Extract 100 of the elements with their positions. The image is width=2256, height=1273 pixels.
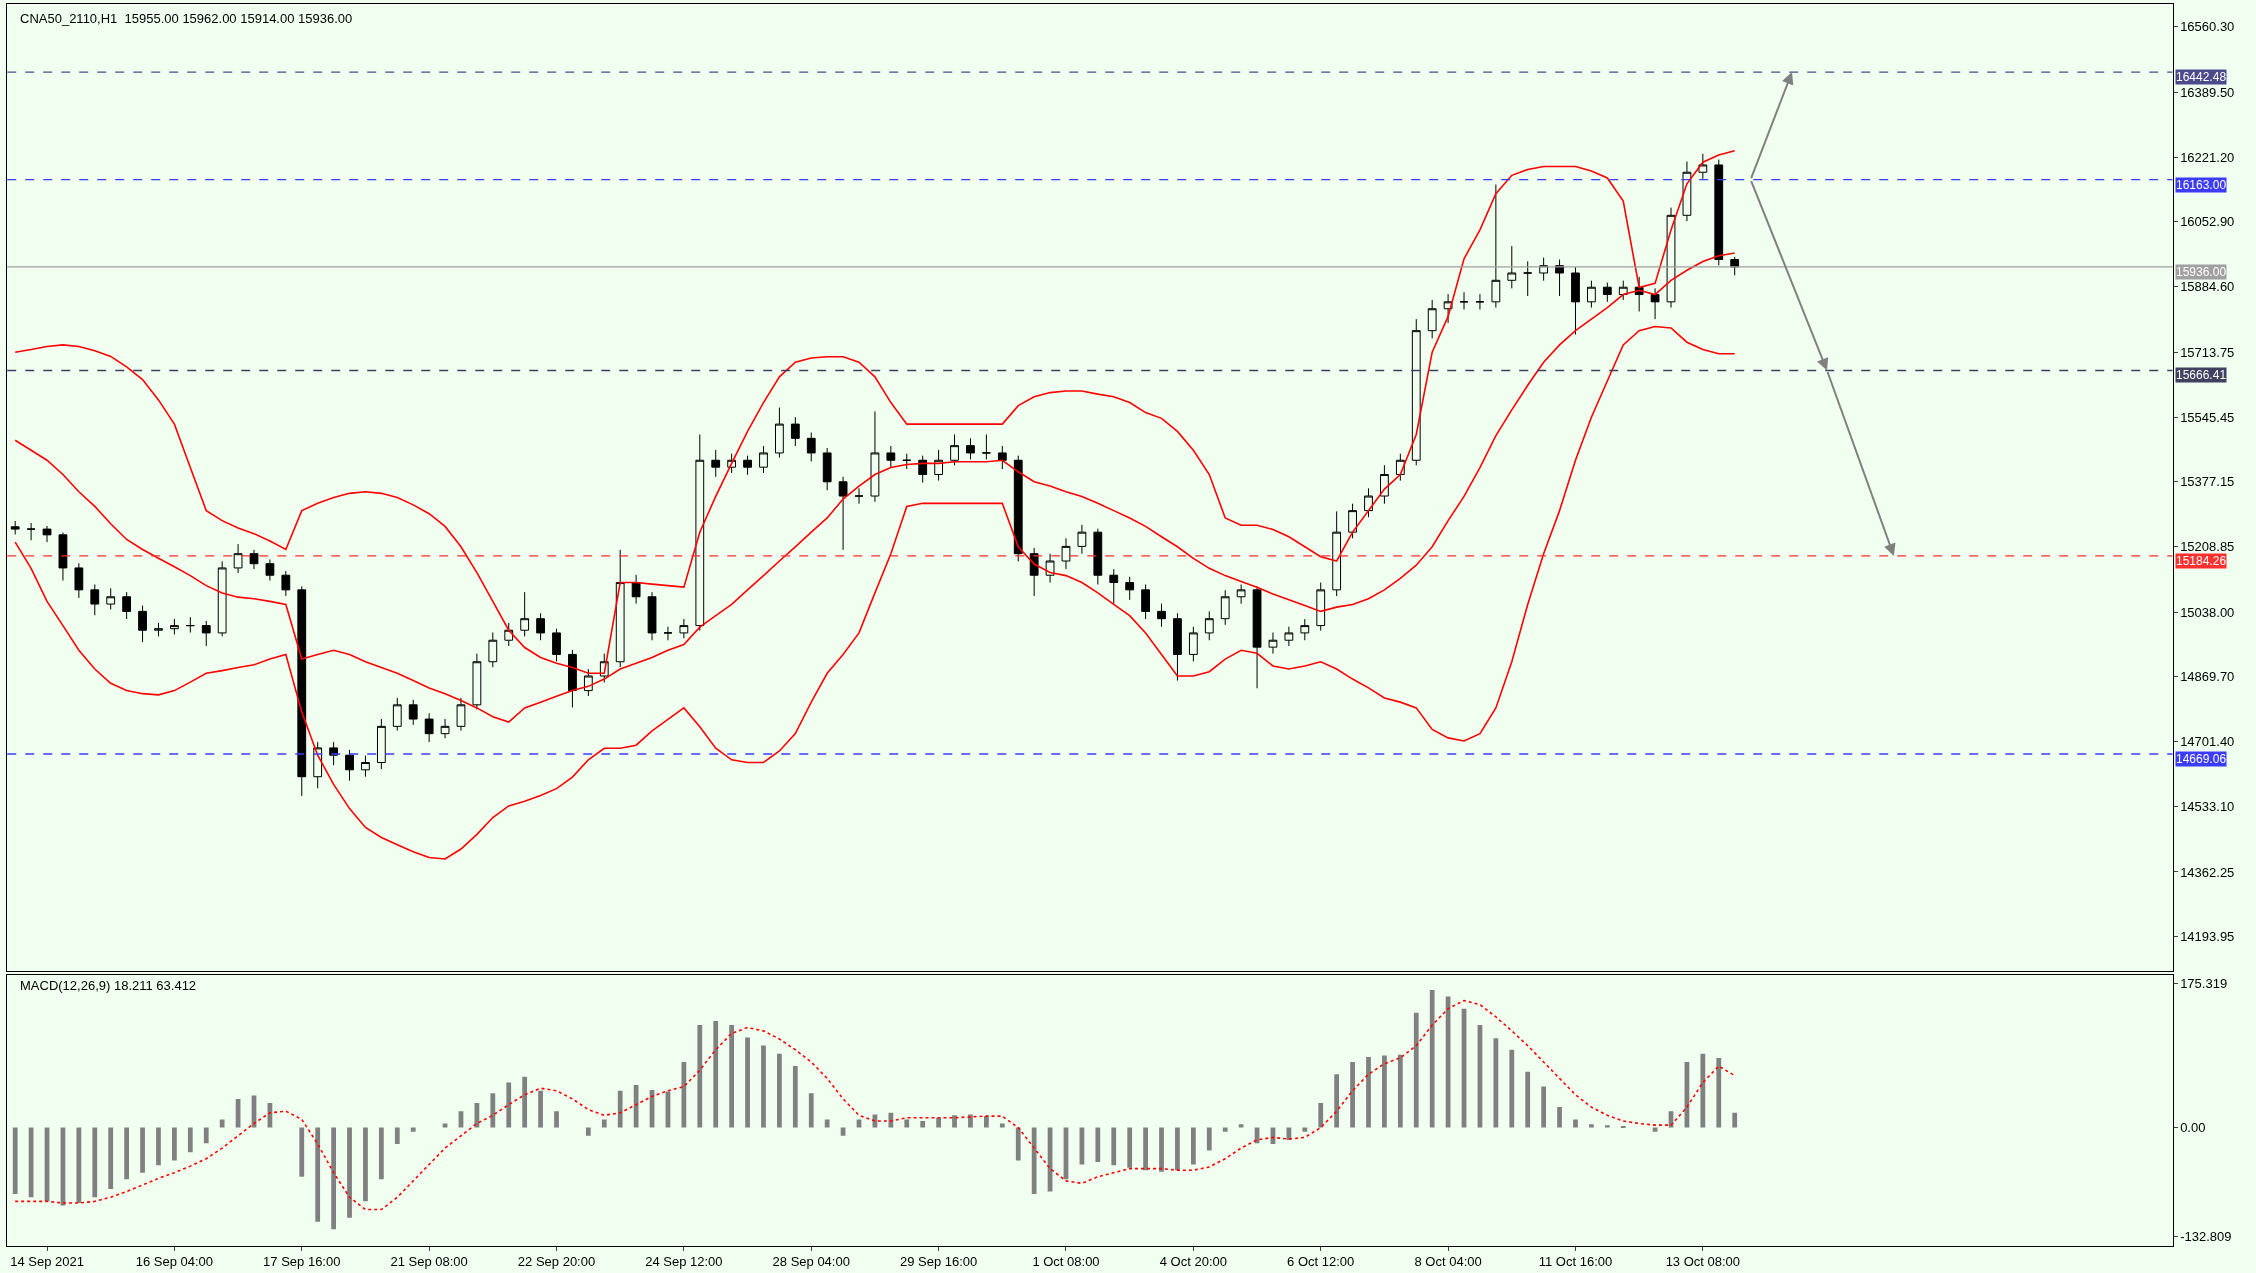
bar [187,1127,193,1153]
candlestick [743,455,752,476]
candlestick [74,562,84,599]
candlestick [790,416,800,447]
candlestick [1204,610,1214,641]
y-tick-label: 16560.30 [2180,19,2235,35]
bar [1382,1055,1387,1128]
bar [1525,1071,1531,1128]
candlestick [1157,603,1166,628]
bar [952,1115,957,1128]
candlestick [1141,583,1150,620]
bar [1700,1053,1706,1128]
y-tick-label: 16221.20 [2180,149,2235,165]
candlestick [185,616,195,634]
candlestick [1173,612,1182,682]
candlestick [806,432,816,462]
candlestick [981,433,991,460]
ref-line-label: 16442.48 [2176,70,2227,84]
candlestick [918,455,928,484]
ref-line-label: 15666.41 [2176,368,2227,382]
bar [299,1127,305,1177]
bar [203,1127,209,1144]
bar [315,1127,321,1222]
x-tick-label: 13 Oct 08:00 [1665,1254,1741,1270]
candlestick [488,632,498,668]
bar [12,1127,18,1194]
y-tick-label: 14193.95 [2180,929,2235,945]
bar [378,1127,384,1180]
x-tick-label: 6 Oct 12:00 [1287,1254,1355,1270]
candlestick [1061,537,1071,570]
x-tick-label: 21 Sep 08:00 [390,1254,468,1270]
candlestick [902,453,912,470]
candlestick [711,449,721,478]
candlestick [1300,618,1310,641]
bar [1509,1049,1515,1128]
bar [410,1127,416,1132]
candlestick [1284,626,1294,647]
bar [538,1090,543,1128]
bar [745,1037,750,1128]
candlestick [568,649,577,709]
candlestick [408,699,418,726]
bar [1175,1127,1180,1171]
bar [968,1114,973,1128]
candlestick [1427,299,1437,339]
bar [554,1111,559,1128]
bar [984,1116,989,1128]
bar [1493,1038,1499,1128]
candlestick [536,612,545,641]
candlestick [583,668,593,697]
candlestick [1698,153,1708,180]
candlestick [1348,503,1357,539]
candlestick [1587,280,1596,309]
candlestick [297,585,307,797]
bar [856,1119,862,1128]
bar [1716,1057,1722,1128]
candlestick [154,622,163,637]
candlestick [870,410,880,503]
candlestick [1555,259,1564,297]
y-tick-label: 14701.40 [2180,734,2235,750]
bar [1413,1012,1419,1128]
x-tick-label: 22 Sep 20:00 [517,1254,596,1270]
bar [920,1121,926,1128]
candlestick [10,520,20,535]
bar [936,1117,942,1128]
bar [347,1127,352,1218]
bar [1111,1127,1117,1166]
ref-line-label: 15936.00 [2176,265,2227,279]
x-tick-label: 24 Sep 12:00 [645,1254,723,1270]
candlestick [1316,582,1326,632]
candlestick [822,447,832,491]
bar [1222,1127,1228,1132]
candlestick [1252,585,1262,689]
candlestick [647,591,657,641]
bar [761,1045,766,1128]
candlestick [361,755,370,778]
bar [697,1025,703,1128]
y-tick-label: 16389.50 [2180,85,2235,100]
candlestick [966,437,975,460]
candlestick [1714,159,1724,266]
bar [442,1123,448,1128]
bar [219,1119,225,1128]
candlestick [201,620,211,647]
bar [394,1127,400,1144]
bar [1366,1057,1371,1128]
bar [1589,1124,1594,1128]
bar [1302,1127,1308,1132]
y-tick-label: 14869.70 [2180,669,2235,685]
bar [1318,1103,1324,1128]
candlestick [345,749,354,782]
bar [108,1127,114,1190]
y-tick-label: 15545.45 [2180,409,2235,425]
candlestick [1268,632,1278,655]
candlestick [1364,487,1373,518]
y-tick-label: 15713.75 [2180,344,2235,360]
candlestick [1013,455,1023,562]
candlestick [1236,583,1246,605]
bar [777,1053,782,1128]
candlestick [950,433,959,466]
candlestick [281,570,291,597]
bar [172,1127,177,1161]
